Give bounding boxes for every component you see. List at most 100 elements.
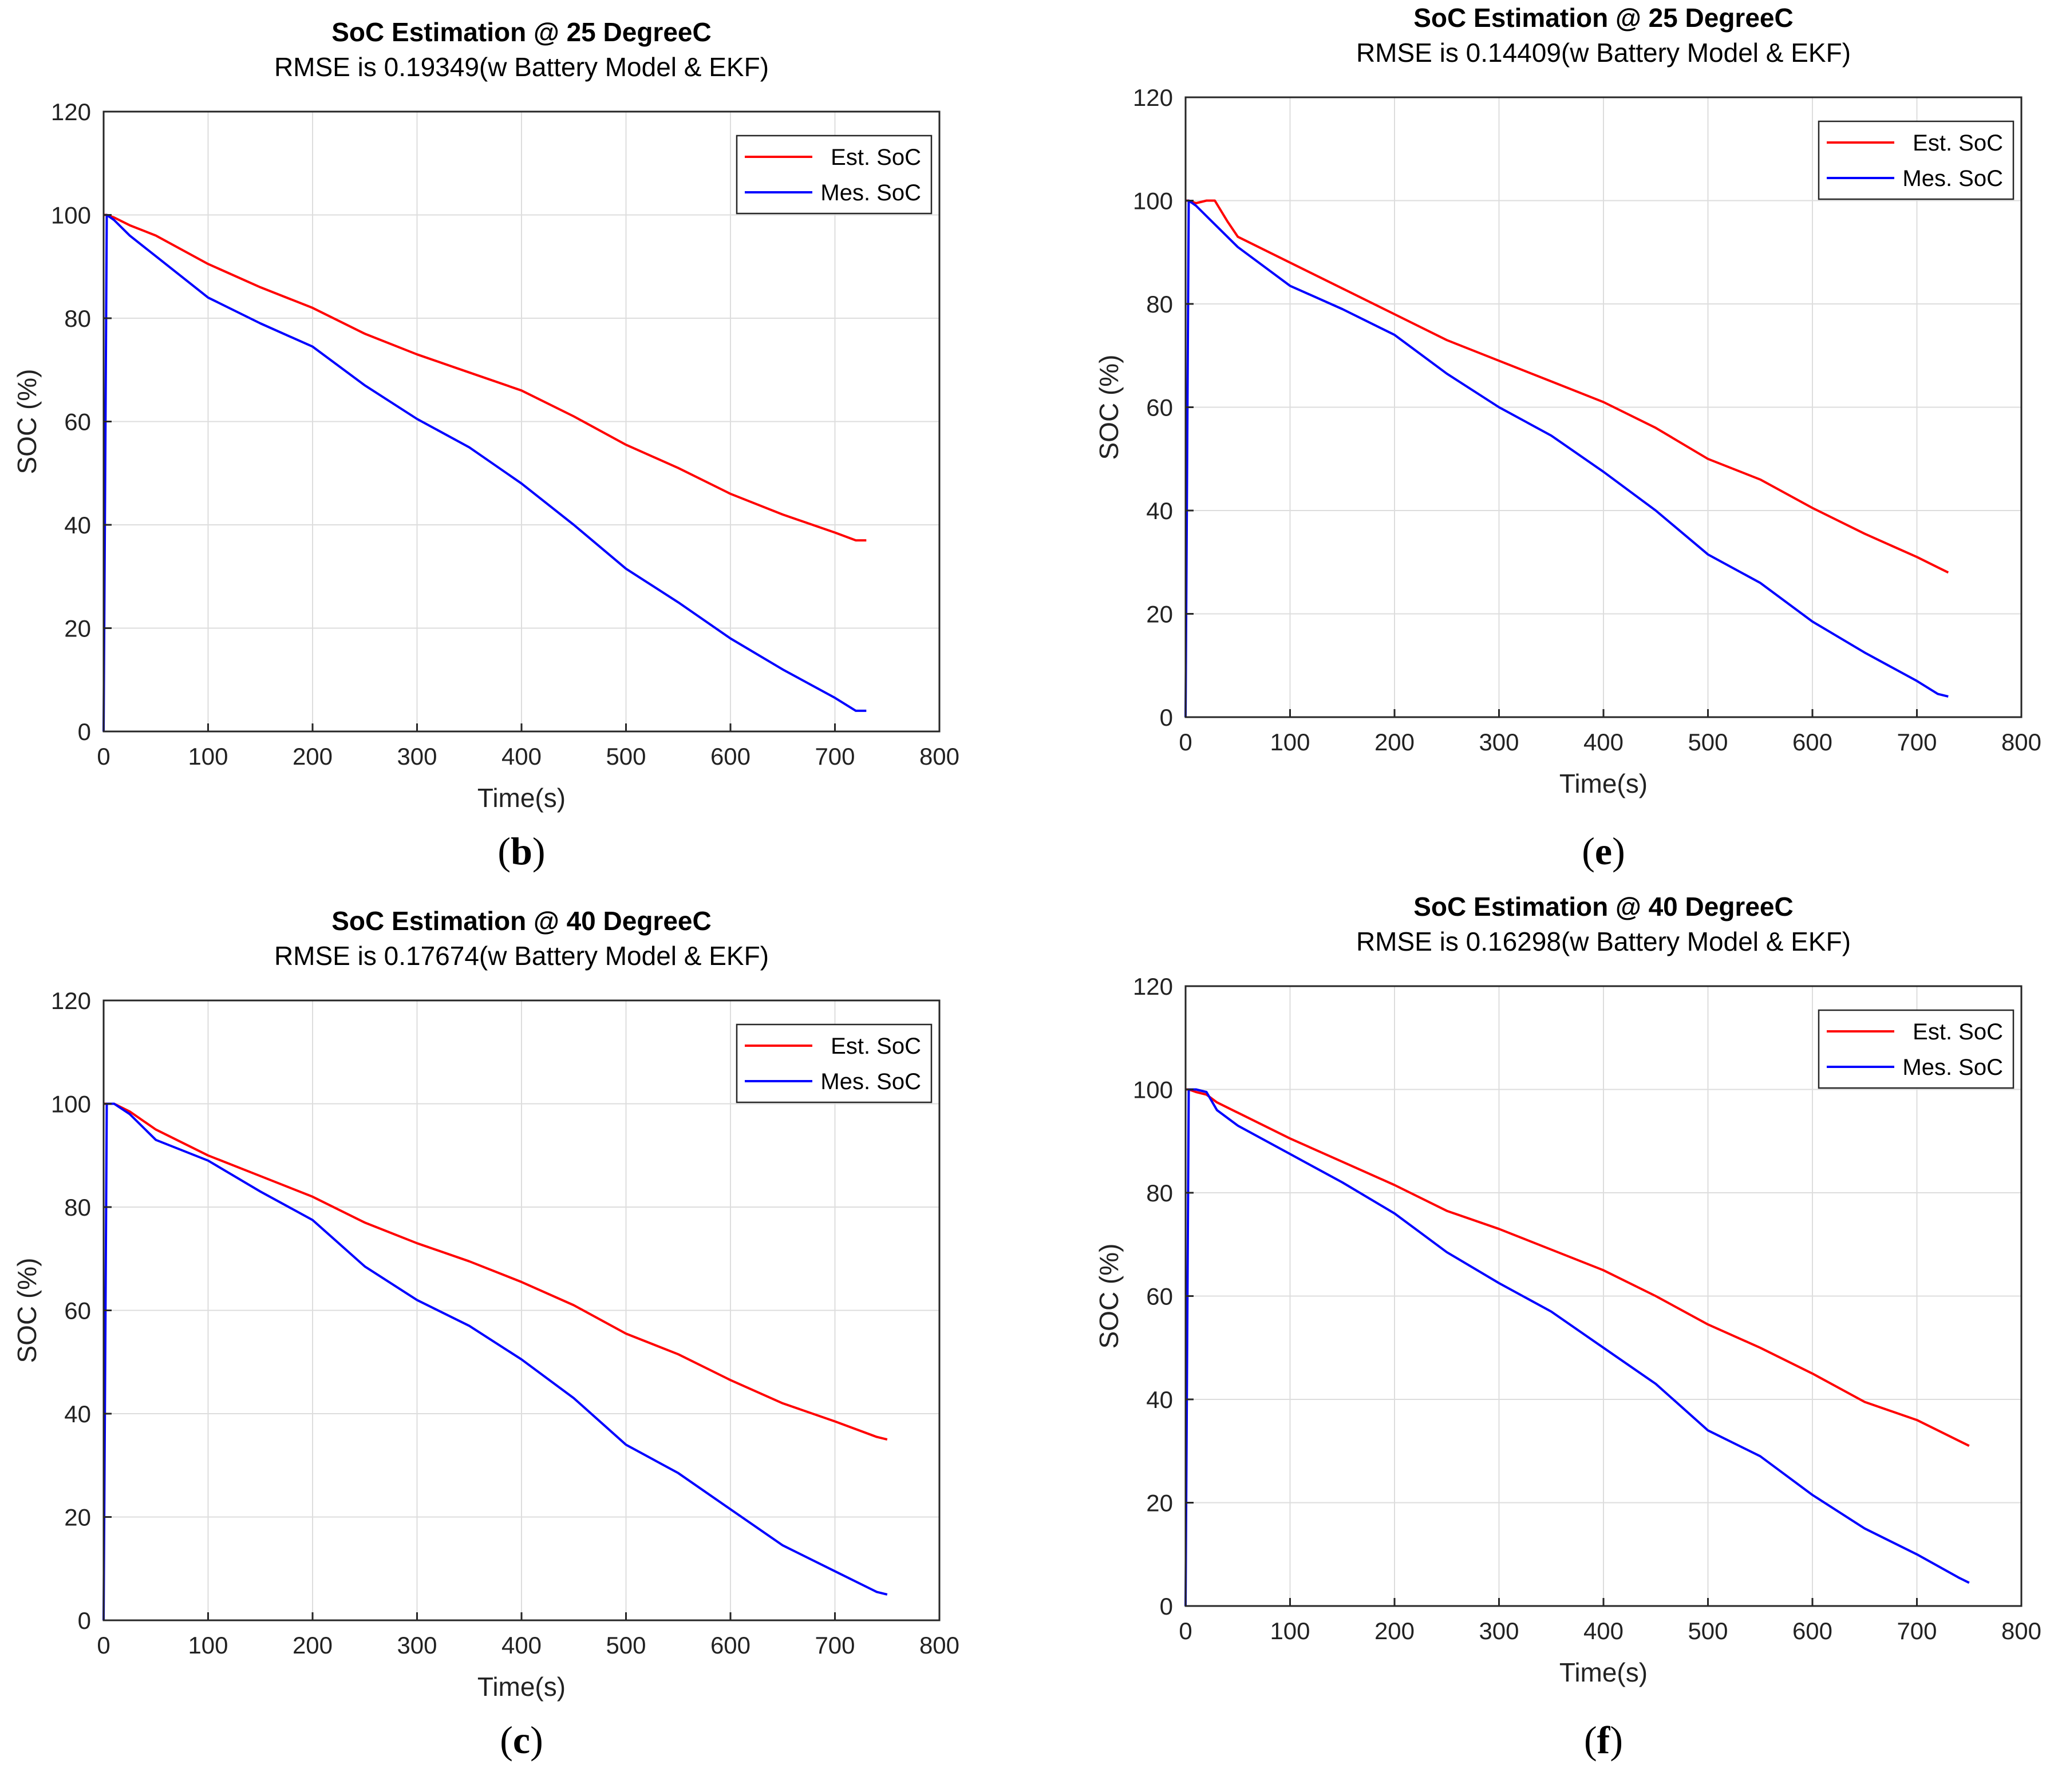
- y-tick-label: 20: [64, 615, 91, 642]
- legend-label: Est. SoC: [1913, 1019, 2003, 1045]
- x-tick-label: 700: [815, 1632, 855, 1659]
- y-tick-label: 40: [64, 1401, 91, 1427]
- chart-panel-b: SoC Estimation @ 25 DegreeC RMSE is 0.193…: [12, 17, 959, 873]
- x-tick-label: 500: [1688, 1617, 1728, 1644]
- series-line-est-soc: [1186, 199, 1949, 574]
- x-tick-label: 0: [97, 1632, 110, 1659]
- series-line-mes-soc: [102, 213, 867, 732]
- x-tick-label: 200: [293, 1632, 333, 1659]
- x-tick-label: 300: [1479, 1617, 1519, 1644]
- chart-subtitle: RMSE is 0.16298(w Battery Model & EKF): [1356, 927, 1851, 956]
- x-axis-label: Time(s): [1559, 1657, 1648, 1687]
- y-tick-label: 120: [1133, 973, 1173, 1000]
- x-tick-label: 500: [1688, 729, 1728, 755]
- x-tick-label: 800: [919, 1632, 959, 1659]
- legend-label: Mes. SoC: [820, 1069, 921, 1094]
- x-tick-label: 800: [2001, 729, 2041, 755]
- y-tick-label: 0: [1160, 704, 1173, 731]
- y-tick-label: 120: [51, 987, 91, 1014]
- series-line-mes-soc: [1184, 199, 1949, 718]
- panel-letter: e: [1595, 829, 1612, 873]
- y-tick-label: 80: [1146, 291, 1173, 318]
- panel-caption: (f): [1584, 1718, 1623, 1762]
- legend: Est. SoC Mes. SoC: [1818, 1009, 2014, 1089]
- x-tick-label: 200: [293, 743, 333, 770]
- legend: Est. SoC Mes. SoC: [736, 135, 933, 215]
- x-tick-label: 400: [1583, 729, 1624, 755]
- x-tick-label: 200: [1374, 729, 1415, 755]
- legend-label: Est. SoC: [831, 1034, 921, 1059]
- x-tick-label: 400: [501, 743, 542, 770]
- y-tick-label: 60: [1146, 394, 1173, 421]
- chart-subtitle: RMSE is 0.17674(w Battery Model & EKF): [274, 941, 769, 971]
- y-tick-label: 60: [64, 1297, 91, 1324]
- panel-letter: b: [511, 829, 532, 873]
- series-line-mes-soc: [102, 1102, 888, 1621]
- series-line-mes-soc: [1184, 1088, 1970, 1607]
- x-tick-label: 300: [1479, 729, 1519, 755]
- chart-title: SoC Estimation @ 40 DegreeC: [331, 906, 711, 936]
- y-tick-label: 0: [78, 718, 91, 745]
- y-tick-label: 20: [1146, 601, 1173, 628]
- y-tick-label: 100: [51, 202, 91, 229]
- x-axis-label: Time(s): [477, 783, 566, 813]
- y-tick-label: 100: [1133, 188, 1173, 215]
- y-tick-label: 40: [1146, 497, 1173, 524]
- chart-panel-e: SoC Estimation @ 25 DegreeC RMSE is 0.144…: [1094, 3, 2041, 873]
- y-tick-label: 120: [1133, 84, 1173, 111]
- legend-label: Mes. SoC: [820, 180, 921, 205]
- y-axis-label: SOC (%): [1094, 1244, 1124, 1349]
- x-tick-label: 700: [1897, 729, 1937, 755]
- legend: Est. SoC Mes. SoC: [736, 1023, 933, 1103]
- chart-title: SoC Estimation @ 40 DegreeC: [1413, 892, 1793, 921]
- x-tick-label: 400: [1583, 1617, 1624, 1644]
- legend: Est. SoC Mes. SoC: [1818, 120, 2014, 200]
- x-tick-label: 300: [397, 1632, 437, 1659]
- y-tick-label: 40: [1146, 1386, 1173, 1413]
- x-tick-label: 500: [606, 1632, 646, 1659]
- y-tick-label: 80: [64, 1194, 91, 1221]
- y-axis-label: SOC (%): [12, 369, 42, 474]
- x-tick-label: 0: [1179, 1617, 1192, 1644]
- x-tick-label: 0: [97, 743, 110, 770]
- series-line-est-soc: [104, 1102, 888, 1441]
- panel-caption: (c): [500, 1718, 543, 1762]
- panel-letter: f: [1597, 1718, 1611, 1762]
- x-axis-label: Time(s): [477, 1672, 566, 1702]
- x-tick-label: 700: [815, 743, 855, 770]
- x-tick-label: 800: [919, 743, 959, 770]
- panel-caption: (b): [497, 829, 545, 873]
- legend-label: Mes. SoC: [1902, 166, 2003, 191]
- y-tick-label: 100: [51, 1091, 91, 1118]
- y-tick-label: 40: [64, 512, 91, 539]
- y-tick-label: 0: [1160, 1593, 1173, 1620]
- x-tick-label: 100: [1270, 1617, 1310, 1644]
- x-axis-label: Time(s): [1559, 769, 1648, 798]
- y-tick-label: 0: [78, 1607, 91, 1634]
- x-tick-label: 600: [710, 1632, 750, 1659]
- x-tick-label: 600: [1792, 1617, 1832, 1644]
- x-tick-label: 300: [397, 743, 437, 770]
- legend-label: Est. SoC: [1913, 130, 2003, 156]
- legend-label: Est. SoC: [831, 145, 921, 170]
- chart-panel-c: SoC Estimation @ 40 DegreeC RMSE is 0.176…: [12, 906, 959, 1762]
- x-tick-label: 0: [1179, 729, 1192, 755]
- y-tick-label: 20: [64, 1504, 91, 1531]
- chart-title: SoC Estimation @ 25 DegreeC: [1413, 3, 1793, 33]
- series-line-est-soc: [104, 213, 867, 542]
- x-tick-label: 600: [1792, 729, 1832, 755]
- chart-subtitle: RMSE is 0.19349(w Battery Model & EKF): [274, 52, 769, 82]
- y-tick-label: 120: [51, 98, 91, 125]
- x-tick-label: 700: [1897, 1617, 1937, 1644]
- y-axis-label: SOC (%): [12, 1258, 42, 1363]
- x-tick-label: 200: [1374, 1617, 1415, 1644]
- x-tick-label: 600: [710, 743, 750, 770]
- y-tick-label: 80: [1146, 1180, 1173, 1206]
- x-tick-label: 100: [1270, 729, 1310, 755]
- y-tick-label: 20: [1146, 1490, 1173, 1517]
- y-axis-label: SOC (%): [1094, 355, 1124, 460]
- x-tick-label: 800: [2001, 1617, 2041, 1644]
- chart-subtitle: RMSE is 0.14409(w Battery Model & EKF): [1356, 38, 1851, 68]
- legend-label: Mes. SoC: [1902, 1055, 2003, 1080]
